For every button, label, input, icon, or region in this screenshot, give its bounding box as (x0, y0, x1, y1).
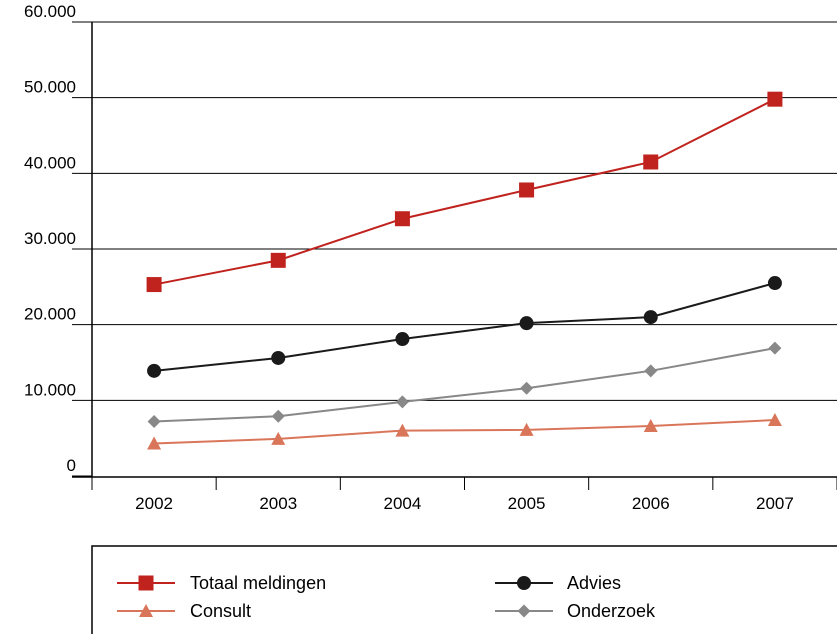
data-point (270, 252, 286, 268)
x-tick-label: 2006 (632, 494, 670, 513)
data-point (643, 154, 659, 170)
data-point (767, 91, 783, 107)
series-line (153, 282, 776, 372)
legend: Totaal meldingen Advies Consult Onderzoek (91, 545, 837, 634)
data-point (767, 413, 782, 427)
data-point (643, 310, 658, 325)
series-line (153, 98, 776, 286)
data-point (519, 316, 534, 331)
series-group (146, 91, 783, 450)
x-axis-ticks: 2002 2003 2004 2005 2006 2007 (91, 477, 837, 513)
x-tick-label: 2007 (756, 494, 794, 513)
y-tick-label: 0 (67, 456, 76, 475)
x-tick-label: 2004 (384, 494, 422, 513)
data-point (644, 364, 658, 378)
legend-box (91, 545, 837, 634)
data-point (271, 350, 286, 365)
y-axis-ticks: 0 10.000 20.000 30.000 40.000 50.000 60.000 (24, 2, 92, 477)
legend-label: Advies (567, 573, 621, 593)
legend-item: Consult (117, 601, 251, 621)
legend-marker (517, 576, 531, 590)
data-point (271, 431, 286, 445)
data-point (520, 381, 534, 395)
y-tick-label: 30.000 (24, 229, 76, 248)
data-point (768, 341, 782, 355)
y-tick-label: 60.000 (24, 2, 76, 21)
legend-label: Consult (190, 601, 251, 621)
legend-item: Totaal meldingen (117, 573, 326, 593)
data-point (395, 332, 410, 347)
legend-item: Advies (495, 573, 621, 593)
x-tick-label: 2002 (135, 494, 173, 513)
series-totaal-meldingen (146, 91, 783, 293)
legend-marker (517, 604, 531, 618)
legend-item: Onderzoek (495, 601, 656, 621)
x-tick-label: 2003 (259, 494, 297, 513)
y-tick-label: 50.000 (24, 78, 76, 97)
data-point (147, 436, 162, 450)
data-point (147, 415, 161, 429)
data-point (767, 276, 782, 291)
data-point (394, 211, 410, 227)
legend-marker (139, 604, 153, 617)
y-tick-label: 40.000 (24, 153, 76, 172)
series-advies (147, 276, 782, 378)
data-point (146, 277, 162, 293)
legend-label: Onderzoek (567, 601, 656, 621)
data-point (271, 409, 285, 423)
series-consult (147, 413, 782, 450)
series-onderzoek (147, 341, 782, 429)
data-point (643, 419, 658, 433)
y-tick-label: 10.000 (24, 380, 76, 399)
legend-marker (138, 575, 154, 591)
series-line (154, 419, 775, 445)
data-point (519, 422, 534, 436)
y-tick-label: 20.000 (24, 305, 76, 324)
series-line (154, 347, 776, 423)
data-point (395, 395, 409, 409)
data-point (395, 423, 410, 437)
data-point (519, 182, 535, 198)
gridlines (92, 21, 837, 401)
x-tick-label: 2005 (508, 494, 546, 513)
legend-label: Totaal meldingen (190, 573, 326, 593)
data-point (147, 363, 162, 378)
